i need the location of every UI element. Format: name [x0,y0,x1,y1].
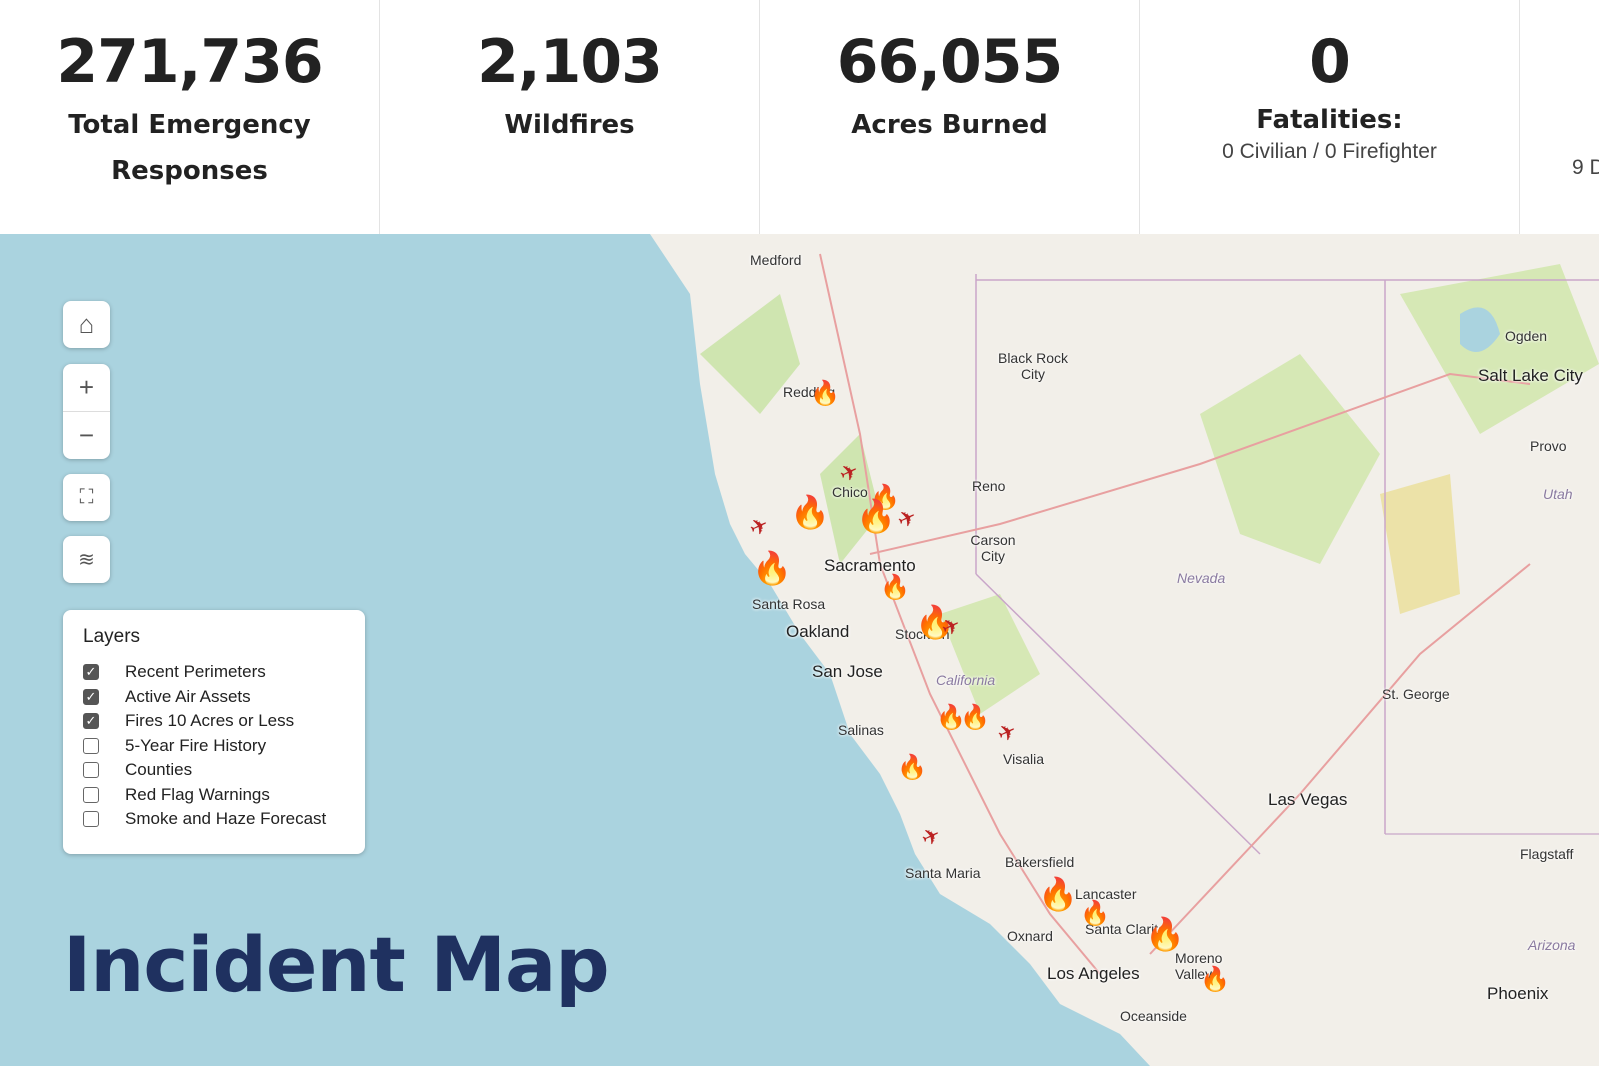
place-label: Los Angeles [1047,964,1140,983]
fire-icon[interactable]: 🔥 [856,498,896,534]
layer-5-year-history[interactable]: 5-Year Fire History [83,734,345,759]
fire-icon[interactable]: 🔥 [790,494,830,530]
home-button[interactable]: ⌂ [63,301,110,348]
place-label: Visalia [1003,751,1044,767]
place-label: Ogden [1505,328,1548,344]
fire-icon[interactable]: 🔥 [897,754,927,781]
fire-icon[interactable]: 🔥 [960,704,990,731]
region-label: California [936,672,996,688]
stat-wildfires: 2,103 Wildfires [380,0,760,234]
region-label: Arizona [1528,937,1576,953]
layer-red-flag-warnings[interactable]: Red Flag Warnings [83,783,345,808]
zoom-out-button[interactable]: − [78,420,95,450]
fire-icon[interactable]: 🔥 [1145,916,1185,952]
stat-fatalities: 0 Fatalities: 0 Civilian / 0 Firefighter [1140,0,1520,234]
place-label: Phoenix [1487,984,1549,1003]
checkbox[interactable] [83,762,99,779]
region-label: Nevada [1177,570,1226,586]
place-label: Las Vegas [1268,790,1348,809]
map-title: Incident Map [63,920,610,1009]
fire-icon[interactable]: 🔥 [880,574,910,601]
place-label: Carson City [970,532,1016,564]
checkbox[interactable]: ✓ [83,713,99,730]
place-label: Salt Lake City [1478,366,1583,385]
fire-icon[interactable]: 🔥 [810,380,840,407]
stat-value: 271,736 [56,27,323,97]
place-label: Redding [783,384,836,400]
place-label: San Jose [812,662,883,681]
place-label: Black Rock City [997,350,1069,382]
fire-icon[interactable]: 🔥 [936,704,966,731]
place-label: Santa Clarita [1085,921,1166,937]
layers-panel: Layers ✓ Recent Perimeters ✓ Active Air … [63,610,365,854]
incident-map[interactable]: Medford Black Rock City Ogden Salt Lake … [0,234,1599,1066]
layer-recent-perimeters[interactable]: ✓ Recent Perimeters [83,660,345,685]
stat-label: Total Emergency Responses [68,110,311,186]
zoom-in-button[interactable]: + [63,364,110,412]
checkbox[interactable]: ✓ [83,664,99,681]
checkbox[interactable] [83,786,99,803]
layers-heading: Layers [83,626,141,647]
stat-total-responses: 271,736 Total Emergency Responses [0,0,380,234]
fullscreen-icon: ⛶ [79,486,94,508]
region-label: Utah [1543,486,1573,502]
place-label: Oxnard [1007,928,1053,944]
layer-label: Counties [125,760,193,780]
place-label: Lancaster [1075,886,1137,902]
place-label: Salinas [838,722,884,738]
checkbox[interactable] [83,811,99,828]
stat-value: 2,103 [477,27,663,97]
fire-icon[interactable]: 🔥 [752,550,792,586]
fire-icon[interactable]: 🔥 [1200,966,1230,993]
stat-value: 0 [1309,27,1351,97]
place-label: Sacramento [824,556,916,575]
place-label: Reno [972,478,1006,494]
place-label: Santa Maria [905,865,981,881]
place-label: Oakland [786,622,850,641]
layer-smoke-haze[interactable]: Smoke and Haze Forecast [83,807,345,832]
place-label: Santa Rosa [752,596,826,612]
layer-fires-10-acres[interactable]: ✓ Fires 10 Acres or Less [83,709,345,734]
stat-subtext: 9 D [1572,156,1599,179]
map-basemap [650,234,1599,1066]
checkbox[interactable]: ✓ [83,688,99,705]
fire-icon[interactable]: 🔥 [915,604,955,640]
layer-label: Red Flag Warnings [125,784,270,804]
checkbox[interactable] [83,737,99,754]
stat-acres-burned: 66,055 Acres Burned [760,0,1140,234]
stat-label: Acres Burned [851,110,1048,140]
place-label: Provo [1530,438,1567,454]
stat-partial: 9 D [1520,0,1599,234]
stats-bar: 271,736 Total Emergency Responses 2,103 … [0,0,1599,235]
home-icon: ⌂ [78,309,95,339]
layer-label: 5-Year Fire History [125,735,267,755]
stat-label: Wildfires [504,110,635,140]
fullscreen-button[interactable]: ⛶ [63,474,110,521]
place-label: Oceanside [1120,1008,1187,1024]
place-label: Medford [750,252,802,268]
layer-counties[interactable]: Counties [83,758,345,783]
place-label: Chico [832,484,868,500]
place-label: Flagstaff [1520,846,1574,862]
stat-label: Fatalities: [1256,105,1403,135]
stat-subtext: 0 Civilian / 0 Firefighter [1222,140,1437,163]
layers-icon: ≋ [78,549,95,571]
layer-label: Fires 10 Acres or Less [125,711,295,731]
place-label: Stockton [895,626,950,642]
layer-label: Active Air Assets [125,686,251,706]
fire-icon[interactable]: 🔥 [1038,876,1078,912]
zoom-control: + − [63,364,110,459]
place-label: St. George [1382,686,1450,702]
stat-value: 66,055 [836,27,1064,97]
layers-button[interactable]: ≋ [63,536,110,583]
place-label: Moreno Valley [1175,950,1223,982]
fire-icon[interactable]: 🔥 [1080,900,1110,927]
layer-active-air-assets[interactable]: ✓ Active Air Assets [83,685,345,710]
layer-label: Recent Perimeters [125,662,266,682]
layer-label: Smoke and Haze Forecast [125,809,327,829]
place-label: Bakersfield [1005,854,1075,870]
fire-icon[interactable]: 🔥 [870,484,900,511]
